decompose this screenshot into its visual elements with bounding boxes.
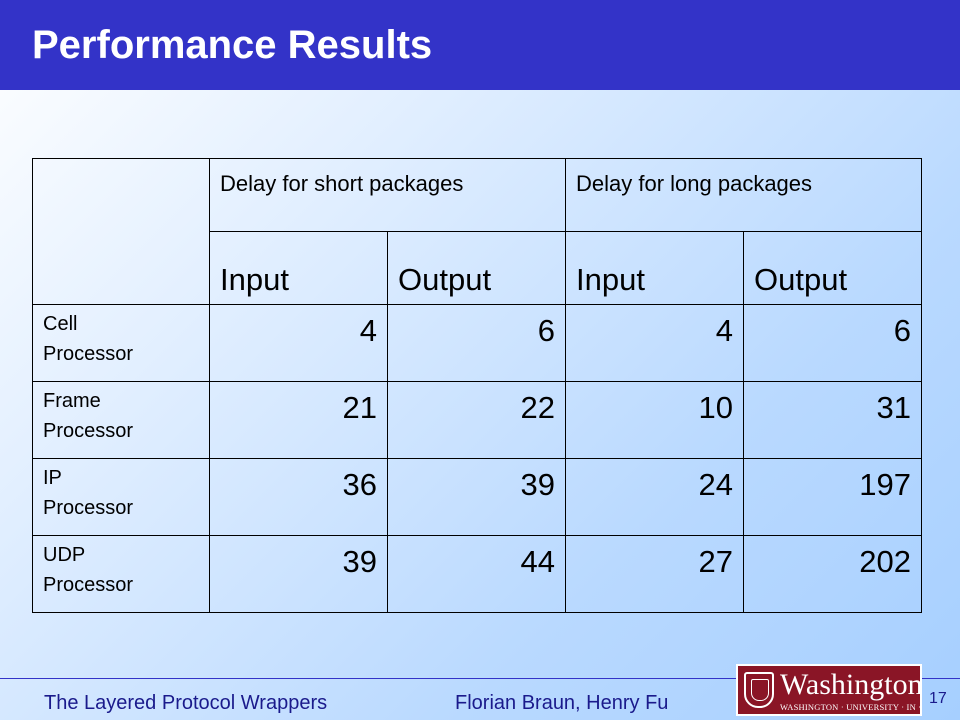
logo-subtext: WASHINGTON · UNIVERSITY · IN · ST · LOUI… — [780, 702, 922, 712]
header-long-input: Input — [565, 231, 744, 305]
row-label-line1: UDP — [43, 544, 86, 566]
table-cell: 22 — [387, 381, 566, 459]
row-label: UDP Processor — [32, 535, 210, 613]
table-cell: 4 — [565, 304, 744, 382]
header-long-output: Output — [743, 231, 922, 305]
table-cell: 39 — [387, 458, 566, 536]
table-cell: 6 — [387, 304, 566, 382]
table-cell: 36 — [209, 458, 388, 536]
shield-icon — [744, 672, 774, 708]
row-label-line1: IP — [43, 467, 62, 489]
group-header-row: Delay for short packages Delay for long … — [32, 158, 922, 305]
table-cell: 24 — [565, 458, 744, 536]
table-cell: 202 — [743, 535, 922, 613]
row-label: Cell Processor — [32, 304, 210, 382]
header-short-input: Input — [209, 231, 388, 305]
row-label-line2: Processor — [43, 497, 134, 519]
header-short-output: Output — [387, 231, 566, 305]
page-number: 17 — [929, 690, 947, 707]
table-row: Cell Processor 4 6 4 6 — [32, 304, 922, 382]
corner-cell — [32, 158, 210, 305]
slide-title: Performance Results — [32, 23, 433, 67]
header-long-packages: Delay for long packages — [565, 158, 922, 232]
table-row: IP Processor 36 39 24 197 — [32, 458, 922, 536]
table-cell: 4 — [209, 304, 388, 382]
row-label: IP Processor — [32, 458, 210, 536]
university-logo: Washington WASHINGTON · UNIVERSITY · IN … — [736, 664, 922, 716]
table-cell: 21 — [209, 381, 388, 459]
table-cell: 10 — [565, 381, 744, 459]
title-bar: Performance Results — [0, 0, 960, 90]
table-cell: 6 — [743, 304, 922, 382]
table-row: Frame Processor 21 22 10 31 — [32, 381, 922, 459]
row-label-line2: Processor — [43, 420, 134, 442]
row-label-line2: Processor — [43, 343, 134, 365]
row-label-line2: Processor — [43, 574, 134, 596]
row-label: Frame Processor — [32, 381, 210, 459]
header-short-packages: Delay for short packages — [209, 158, 566, 232]
logo-wordmark: Washington — [780, 668, 922, 701]
footer-title: The Layered Protocol Wrappers — [44, 692, 328, 714]
footer-authors: Florian Braun, Henry Fu — [455, 692, 669, 714]
row-label-line1: Frame — [43, 390, 101, 412]
table-row: UDP Processor 39 44 27 202 — [32, 535, 922, 613]
table-cell: 197 — [743, 458, 922, 536]
table-cell: 44 — [387, 535, 566, 613]
table-cell: 39 — [209, 535, 388, 613]
footer-divider — [0, 678, 960, 679]
performance-table: Delay for short packages Delay for long … — [32, 158, 922, 613]
table-cell: 27 — [565, 535, 744, 613]
row-label-line1: Cell — [43, 313, 78, 335]
table-cell: 31 — [743, 381, 922, 459]
